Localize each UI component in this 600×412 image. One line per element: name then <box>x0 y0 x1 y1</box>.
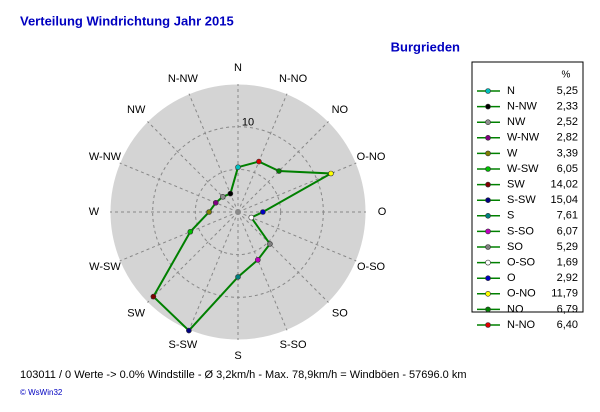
legend-label: W-SW <box>507 163 539 175</box>
legend-value: 5,25 <box>557 85 578 97</box>
chart-subtitle: Burgrieden <box>391 39 460 54</box>
direction-label: N-NW <box>168 73 199 85</box>
legend-label: O-SO <box>507 257 536 269</box>
legend-marker <box>485 244 491 250</box>
legend-value: 15,04 <box>550 194 578 206</box>
direction-label: O-NO <box>357 151 386 163</box>
legend-label: O-NO <box>507 288 536 300</box>
legend-marker <box>485 275 491 282</box>
direction-label: SO <box>332 308 348 320</box>
legend-box <box>471 61 584 313</box>
legend-label: W <box>507 147 518 159</box>
legend-label: W-NW <box>507 132 540 144</box>
wind-point <box>150 293 157 300</box>
legend-label: NO <box>507 303 524 315</box>
legend-marker <box>485 290 491 297</box>
direction-label: W-SW <box>89 261 121 273</box>
wind-point <box>260 209 266 215</box>
legend-marker <box>485 181 491 188</box>
legend-value: 5,29 <box>557 241 578 253</box>
legend-marker <box>485 306 491 313</box>
wind-point <box>219 193 226 200</box>
legend-marker <box>485 88 491 94</box>
legend-label: S <box>507 210 514 222</box>
legend-label: SW <box>507 179 525 191</box>
wind-point <box>248 214 255 221</box>
legend-value: 1,69 <box>557 257 578 269</box>
legend-marker <box>485 228 491 235</box>
legend-value: 6,40 <box>557 319 578 331</box>
direction-label: S-SW <box>169 339 198 351</box>
wind-point <box>212 199 219 206</box>
legend-unit: % <box>562 70 571 81</box>
wind-point <box>276 168 282 174</box>
wind-point <box>256 158 262 165</box>
direction-label: NW <box>127 104 146 116</box>
legend-marker <box>485 135 491 141</box>
legend-label: S-SO <box>507 225 534 237</box>
legend-value: 2,52 <box>557 116 578 128</box>
wind-point <box>206 209 212 215</box>
wind-point <box>328 170 334 177</box>
wind-point <box>186 327 192 334</box>
direction-label: N <box>234 62 242 74</box>
legend-label: N-NO <box>507 319 536 331</box>
legend-value: 2,33 <box>557 101 578 113</box>
legend-value: 2,92 <box>557 272 578 284</box>
direction-label: N-NO <box>279 73 308 85</box>
legend-label: N-NW <box>507 101 538 113</box>
legend-value: 6,05 <box>557 163 578 175</box>
legend-marker <box>485 213 491 219</box>
wind-point <box>235 274 241 280</box>
legend-value: 11,79 <box>551 288 578 300</box>
legend-label: O <box>507 272 516 284</box>
wind-point <box>187 228 194 235</box>
wind-point <box>267 241 273 247</box>
legend-value: 14,02 <box>550 179 578 191</box>
legend-marker <box>485 197 491 203</box>
legend-value: 3,39 <box>557 147 578 159</box>
legend-marker <box>485 150 491 157</box>
r-tick-label: 10 <box>242 117 254 129</box>
direction-label: W <box>89 206 100 218</box>
legend-label: S-SW <box>507 194 536 206</box>
legend-marker <box>485 103 491 110</box>
footer: 103011 / 0 Werte -> 0.0% Windstille - Ø … <box>20 369 467 381</box>
legend-label: NW <box>507 116 526 128</box>
legend-value: 7,61 <box>557 210 578 222</box>
legend-value: 6,07 <box>557 225 578 237</box>
direction-label: SW <box>127 308 145 320</box>
chart-title: Verteilung Windrichtung Jahr 2015 <box>20 13 234 28</box>
legend-value: 6,79 <box>557 303 578 315</box>
legend-marker <box>485 119 491 125</box>
credit: © WsWin32 <box>20 388 63 397</box>
direction-label: O <box>378 206 387 218</box>
legend-marker <box>485 259 491 266</box>
direction-label: S <box>234 350 241 362</box>
direction-label: S-SO <box>280 339 307 351</box>
legend-label: SO <box>507 241 523 253</box>
direction-label: O-SO <box>357 261 386 273</box>
legend-marker <box>485 322 491 328</box>
wind-point <box>235 164 241 170</box>
wind-point <box>227 190 234 197</box>
direction-label: NO <box>332 104 349 116</box>
legend-value: 2,82 <box>557 132 578 144</box>
wind-point <box>255 257 261 263</box>
legend-label: N <box>507 85 515 97</box>
legend-marker <box>485 166 491 172</box>
direction-label: W-NW <box>89 151 122 163</box>
